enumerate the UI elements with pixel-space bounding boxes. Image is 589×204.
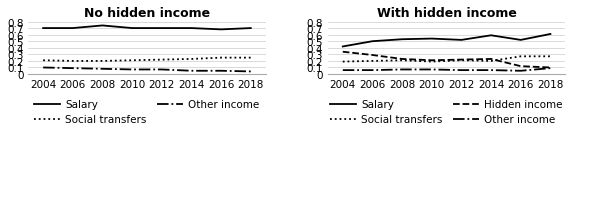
Legend: Salary, Social transfers, Other income: Salary, Social transfers, Other income [30,95,264,129]
Title: No hidden income: No hidden income [84,7,210,20]
Title: With hidden income: With hidden income [376,7,517,20]
Legend: Salary, Social transfers, Hidden income, Other income: Salary, Social transfers, Hidden income,… [326,95,567,129]
